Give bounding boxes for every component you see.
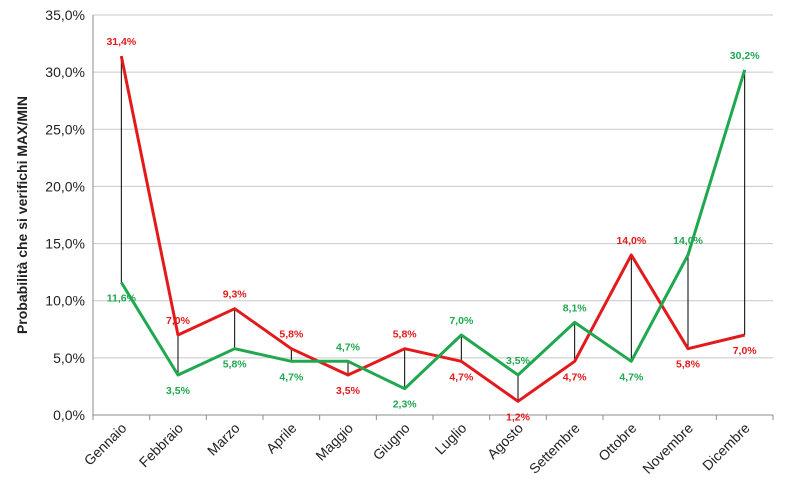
data-label: 14,0%: [673, 235, 703, 247]
x-tick-label: Ottobre: [595, 420, 639, 464]
x-tick-label: Marzo: [204, 420, 243, 459]
data-label: 5,8%: [676, 359, 701, 371]
y-tick-label: 25,0%: [45, 121, 85, 137]
data-label: 14,0%: [616, 235, 646, 247]
y-tick-label: 15,0%: [45, 236, 85, 252]
y-tick-labels: 0,0% 5,0% 10,0% 15,0% 20,0% 25,0% 30,0% 35,0%: [45, 7, 85, 423]
data-label: 4,7%: [563, 371, 588, 383]
data-label: 7,0%: [733, 345, 758, 357]
y-tick-label: 0,0%: [53, 407, 85, 423]
data-label: 4,7%: [619, 371, 644, 383]
data-label: 5,8%: [223, 359, 248, 371]
data-label: 1,2%: [506, 411, 531, 423]
series-line-2: [120, 69, 747, 391]
data-label: 11,6%: [107, 292, 137, 304]
x-tick-label: Settembre: [526, 420, 583, 477]
data-label: 7,0%: [449, 315, 474, 327]
x-tick-label: Dicembre: [699, 420, 753, 474]
data-label: 7,0%: [166, 315, 191, 327]
x-tick-label: Giugno: [370, 420, 413, 463]
x-tick-label: Agosto: [484, 420, 526, 462]
data-label: 4,7%: [449, 371, 474, 383]
data-label: 3,5%: [336, 385, 361, 397]
series-line-1: [119, 55, 746, 403]
data-label: 3,5%: [166, 385, 191, 397]
y-tick-label: 10,0%: [45, 293, 85, 309]
data-label: 30,2%: [730, 50, 760, 62]
y-tick-label: 30,0%: [45, 64, 85, 80]
data-labels: 31,4% 11,6% 7,0% 3,5% 9,3% 5,8% 5,8% 4,7% 3,5% 4,…: [106, 36, 760, 423]
axes: [92, 15, 774, 420]
data-label: 5,8%: [279, 329, 304, 341]
drop-lines: [120, 56, 746, 402]
data-label: 31,4%: [106, 36, 136, 48]
data-label: 9,3%: [223, 289, 248, 301]
series-lines: [119, 55, 747, 403]
x-tick-label: Maggio: [312, 420, 356, 464]
data-label: 4,7%: [279, 371, 304, 383]
x-tick-label: Aprile: [263, 420, 300, 457]
x-tick-label: Novembre: [639, 420, 696, 477]
x-tick-labels: Gennaio Febbraio Marzo Aprile Maggio Giugno Lu…: [81, 420, 753, 477]
data-label: 3,5%: [506, 355, 531, 367]
data-label: 4,7%: [336, 341, 361, 353]
x-tick-label: Febbraio: [136, 420, 187, 471]
data-label: 2,3%: [393, 399, 418, 411]
data-label: 5,8%: [393, 329, 418, 341]
y-tick-label: 5,0%: [53, 350, 85, 366]
data-label: 8,1%: [563, 302, 588, 314]
grid-lines: [93, 14, 773, 416]
x-tick-label: Gennaio: [81, 420, 130, 469]
y-tick-label: 35,0%: [45, 7, 85, 23]
y-axis-label: Probabilità che si verifichi MAX/MIN: [14, 96, 30, 334]
x-tick-label: Luglio: [432, 420, 470, 458]
y-tick-label: 20,0%: [45, 178, 85, 194]
